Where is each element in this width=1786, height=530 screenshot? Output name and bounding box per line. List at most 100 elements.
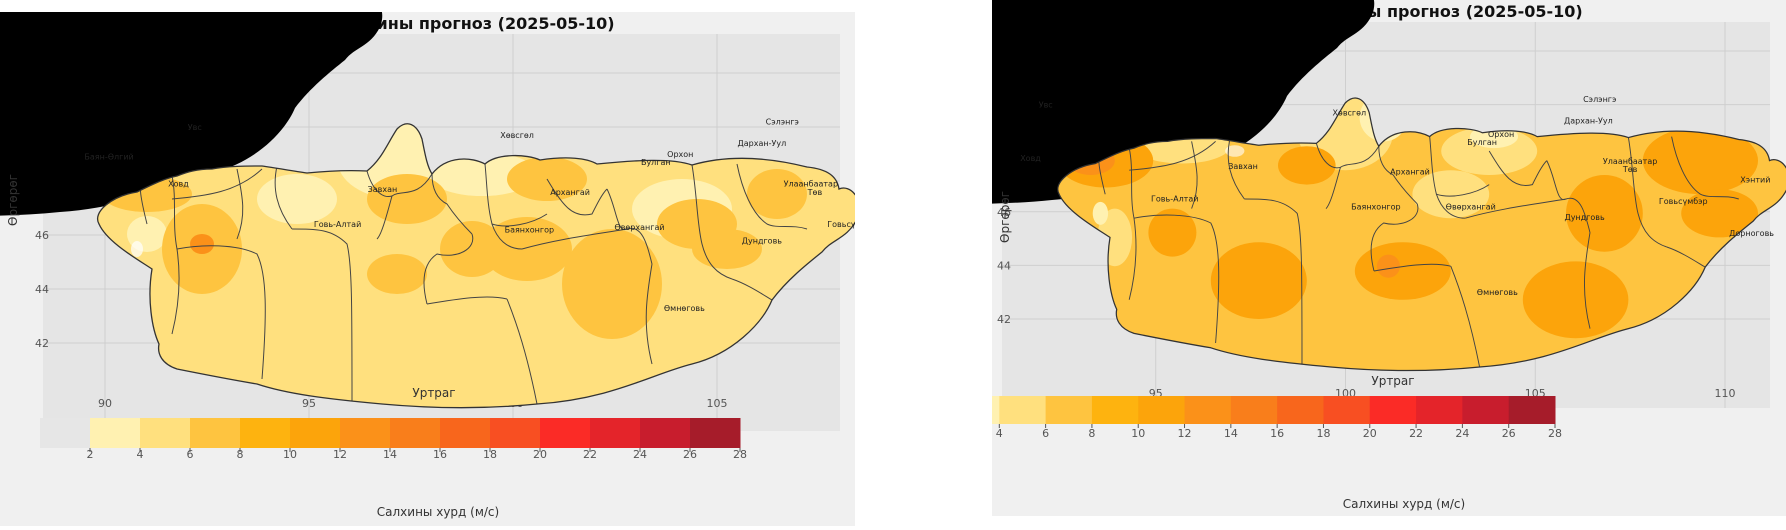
province-label: Говьсүмбэр xyxy=(827,220,855,229)
colorbar-tick-label: 12 xyxy=(333,448,347,461)
y-tick-label: 44 xyxy=(35,283,49,296)
province-label: Говь-Алтай xyxy=(1151,194,1198,203)
colorbar-tick-label: 10 xyxy=(283,448,297,461)
day-wind-forecast-panel: Өдрийн салхины прогноз (2025-05-10) 9095… xyxy=(612,0,1786,516)
x-axis-label: Уртраг xyxy=(412,386,455,400)
colorbar-segment xyxy=(690,418,741,448)
colorbar-tick-label: 8 xyxy=(237,448,244,461)
colorbar-segment xyxy=(1416,396,1463,424)
province-label: Говь-Алтай xyxy=(314,220,361,229)
x-tick-label: 110 xyxy=(1715,387,1736,400)
mongolia-outline xyxy=(0,0,383,216)
province-label: Хөвсгөл xyxy=(500,131,534,140)
colorbar-segment xyxy=(999,396,1047,424)
colorbar-tick-label: 12 xyxy=(1178,427,1192,440)
province-label: Өмнөговь xyxy=(1477,288,1518,297)
colorbar-segment xyxy=(440,418,491,448)
province-label: Завхан xyxy=(1228,162,1258,171)
night-wind-map-figure: Шөнийн салхины прогноз (2025-05-10) 90 95… xyxy=(0,0,1340,526)
colorbar-label: Салхины хурд (м/с) xyxy=(377,505,499,519)
province-label: Дорноговь xyxy=(1729,229,1774,238)
night-wind-forecast-panel: Шөнийн салхины прогноз (2025-05-10) 90 95… xyxy=(0,0,1340,526)
colorbar-tick-label: 4 xyxy=(996,427,1003,440)
y-tick-label: 42 xyxy=(997,313,1011,326)
province-label: Архангай xyxy=(550,188,590,197)
province-label: Орхон xyxy=(1488,130,1514,139)
province-label: Сэлэнгэ xyxy=(1583,95,1616,104)
colorbar-label: Салхины хурд (м/с) xyxy=(1343,497,1465,511)
colorbar-segment xyxy=(1508,396,1556,424)
province-label: Улаанбаатар xyxy=(1603,157,1657,166)
colorbar-tick-label: 2 xyxy=(87,448,94,461)
province-label: Ховд xyxy=(168,180,189,189)
province-label: Хэнтий xyxy=(1740,176,1770,185)
colorbar-segment xyxy=(190,418,241,448)
colorbar-tick-label: 28 xyxy=(733,448,747,461)
colorbar-tick-label: 4 xyxy=(137,448,144,461)
colorbar-segment xyxy=(640,418,691,448)
colorbar-segment xyxy=(1462,396,1510,424)
province-label: Өмнөговь xyxy=(664,304,705,313)
province-label: Увс xyxy=(188,123,202,132)
x-tick-label: 105 xyxy=(707,397,728,410)
province-label: Сэлэнгэ xyxy=(766,118,799,127)
colorbar-tick-label: 24 xyxy=(633,448,647,461)
province-label: Дундговь xyxy=(1564,213,1605,222)
colorbar-tick-label: 16 xyxy=(1270,427,1284,440)
province-borders xyxy=(1097,136,1739,368)
y-tick-label: 46 xyxy=(997,206,1011,219)
colorbar xyxy=(40,418,741,452)
province-label: Булган xyxy=(641,158,671,167)
day-wind-map-figure: Өдрийн салхины прогноз (2025-05-10) 9095… xyxy=(612,0,1786,516)
y-tick-label: 42 xyxy=(35,337,49,350)
province-label: Дархан-Уул xyxy=(1564,117,1613,126)
colorbar-tick-label: 22 xyxy=(583,448,597,461)
colorbar-segment xyxy=(953,396,1000,424)
colorbar-tick-label: 22 xyxy=(1409,427,1423,440)
x-tick-label: 95 xyxy=(302,397,316,410)
province-label: Говьсүмбэр xyxy=(1659,197,1708,206)
x-axis-label: Уртраг xyxy=(1371,374,1414,388)
colorbar-segment xyxy=(390,418,441,448)
mongolia-map xyxy=(0,0,860,409)
colorbar-tick-label: 14 xyxy=(383,448,397,461)
colorbar-segment xyxy=(1277,396,1324,424)
colorbar-segment xyxy=(1045,396,1093,424)
colorbar-tick-label: 20 xyxy=(533,448,547,461)
colorbar-segment xyxy=(290,418,341,448)
province-label: Увс xyxy=(1039,101,1053,110)
colorbar-segment xyxy=(1230,396,1278,424)
x-tick-label: 90 xyxy=(98,397,112,410)
province-label: Төв xyxy=(807,188,823,197)
colorbar-tick-label: 14 xyxy=(1224,427,1238,440)
colorbar-tick-label: 18 xyxy=(1316,427,1330,440)
province-label: Орхон xyxy=(667,150,693,159)
colorbar-tick-label: 10 xyxy=(1131,427,1145,440)
colorbar-tick-label: 16 xyxy=(433,448,447,461)
colorbar-segment xyxy=(90,418,141,448)
colorbar-tick-label: 6 xyxy=(1042,427,1049,440)
colorbar-segment xyxy=(1369,396,1417,424)
province-label: Дундговь xyxy=(742,236,783,245)
province-label: Дархан-Уул xyxy=(738,139,787,148)
colorbar-segment xyxy=(240,418,291,448)
colorbar-segment xyxy=(490,418,541,448)
province-label: Баянхонгор xyxy=(505,226,554,235)
province-label: Төв xyxy=(1622,165,1638,174)
colorbar-tick-label: 26 xyxy=(1502,427,1516,440)
colorbar-segment xyxy=(1138,396,1186,424)
colorbar-tick-label: 24 xyxy=(1455,427,1469,440)
province-label: Улаанбаатар xyxy=(784,180,838,189)
colorbar-segment xyxy=(140,418,191,448)
province-label: Ховд xyxy=(1020,154,1041,163)
colorbar-tick-label: 20 xyxy=(1363,427,1377,440)
colorbar-tick-label: 26 xyxy=(683,448,697,461)
colorbar xyxy=(907,396,1556,428)
province-label: Хөвсгөл xyxy=(1332,109,1366,118)
colorbar-under-segment xyxy=(40,418,90,448)
colorbar-segment xyxy=(590,418,641,448)
y-axis-label: Өргөрөг xyxy=(998,191,1012,243)
province-borders xyxy=(139,163,808,405)
